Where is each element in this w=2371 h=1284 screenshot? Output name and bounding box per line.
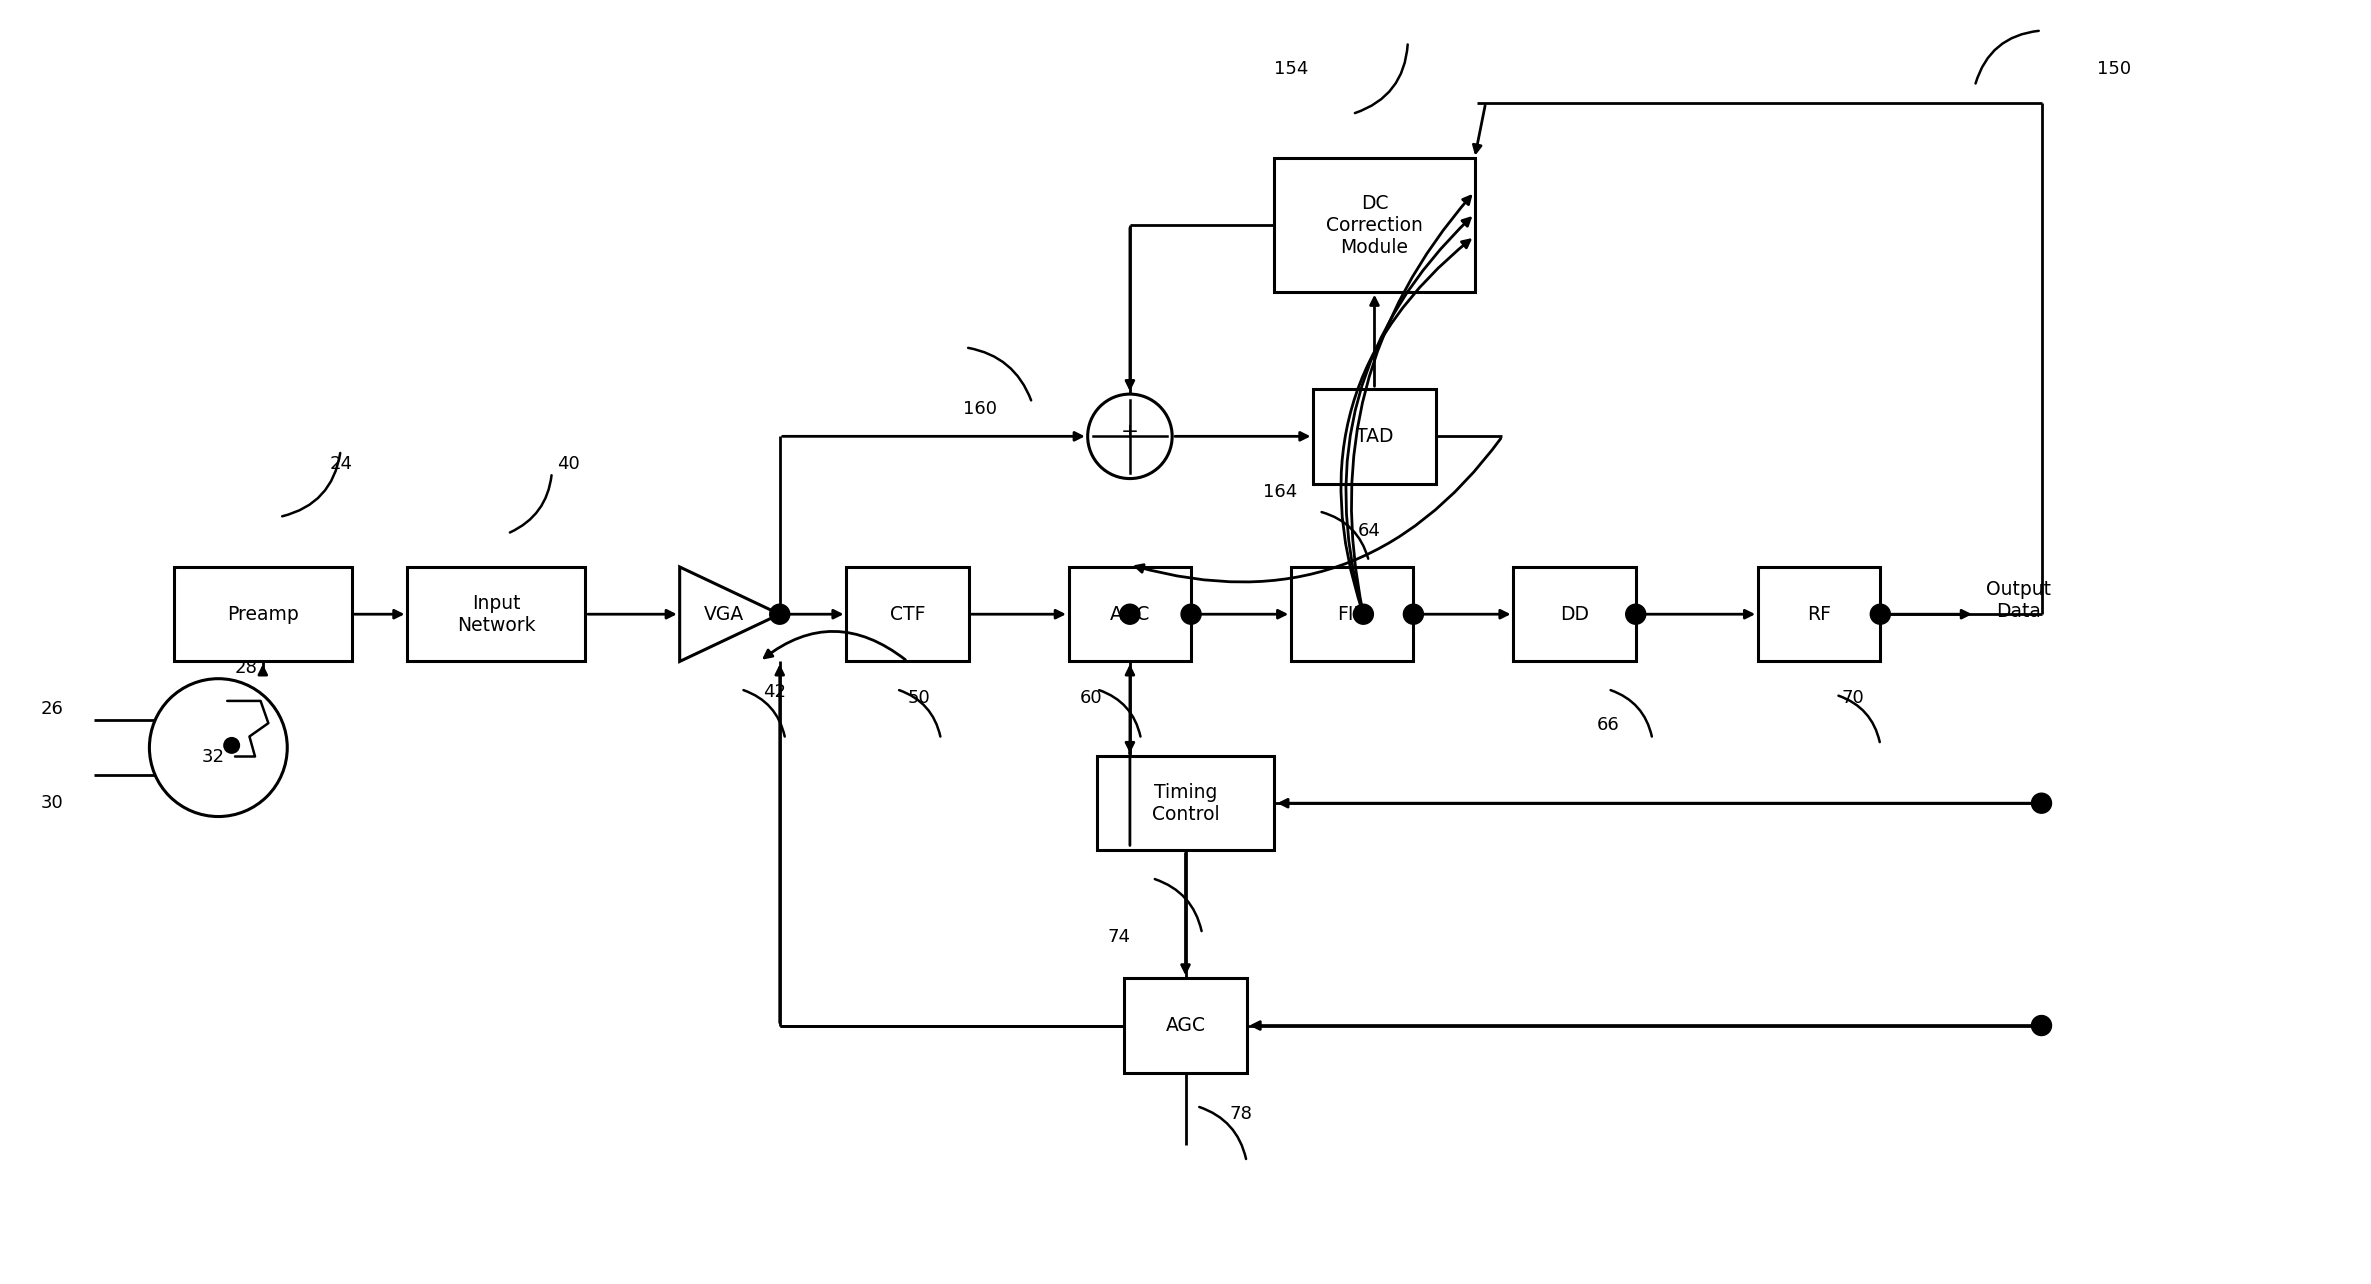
Text: 26: 26 [40,700,64,718]
Text: 28: 28 [235,659,258,677]
FancyBboxPatch shape [1276,158,1475,291]
Circle shape [771,605,790,624]
Text: 154: 154 [1276,60,1309,78]
Circle shape [149,679,287,817]
Text: 78: 78 [1231,1106,1252,1124]
Circle shape [2032,794,2051,813]
Text: ADC: ADC [1110,605,1150,624]
Circle shape [2032,1016,2051,1035]
Text: CTF: CTF [889,605,925,624]
Circle shape [1181,605,1202,624]
Circle shape [1354,605,1373,624]
Text: 32: 32 [202,747,225,765]
Text: Timing
Control: Timing Control [1152,783,1219,824]
Text: VGA: VGA [704,605,744,624]
Circle shape [1119,605,1140,624]
Text: 40: 40 [557,455,581,473]
Circle shape [1871,605,1890,624]
Text: 164: 164 [1264,483,1297,501]
Text: 66: 66 [1596,716,1619,734]
Text: Output
Data: Output Data [1987,580,2051,621]
Text: RF: RF [1807,605,1830,624]
FancyBboxPatch shape [1513,568,1636,661]
Text: AGC: AGC [1167,1016,1204,1035]
Text: FIR: FIR [1337,605,1368,624]
Circle shape [223,737,239,754]
Circle shape [1088,394,1171,479]
Text: TAD: TAD [1356,426,1394,446]
Text: 150: 150 [2096,60,2132,78]
Circle shape [1404,605,1423,624]
FancyBboxPatch shape [1124,978,1247,1072]
Text: 64: 64 [1359,521,1380,539]
Text: 30: 30 [40,795,64,813]
FancyBboxPatch shape [1095,756,1276,850]
Text: 24: 24 [330,455,353,473]
FancyBboxPatch shape [846,568,970,661]
Text: 42: 42 [763,683,787,701]
FancyBboxPatch shape [1069,568,1190,661]
Polygon shape [680,568,780,661]
Text: Preamp: Preamp [228,605,299,624]
Text: Input
Network: Input Network [458,593,536,634]
FancyBboxPatch shape [408,568,586,661]
Text: DC
Correction
Module: DC Correction Module [1325,194,1423,257]
Text: +: + [1121,422,1138,442]
FancyBboxPatch shape [173,568,351,661]
FancyBboxPatch shape [1314,389,1434,484]
Text: 160: 160 [963,399,996,417]
Text: 50: 50 [908,688,929,706]
Text: 74: 74 [1107,927,1131,945]
FancyBboxPatch shape [1757,568,1880,661]
Circle shape [1627,605,1645,624]
Text: 70: 70 [1842,688,1864,706]
Text: DD: DD [1560,605,1589,624]
FancyBboxPatch shape [1292,568,1413,661]
Text: 60: 60 [1079,688,1103,706]
